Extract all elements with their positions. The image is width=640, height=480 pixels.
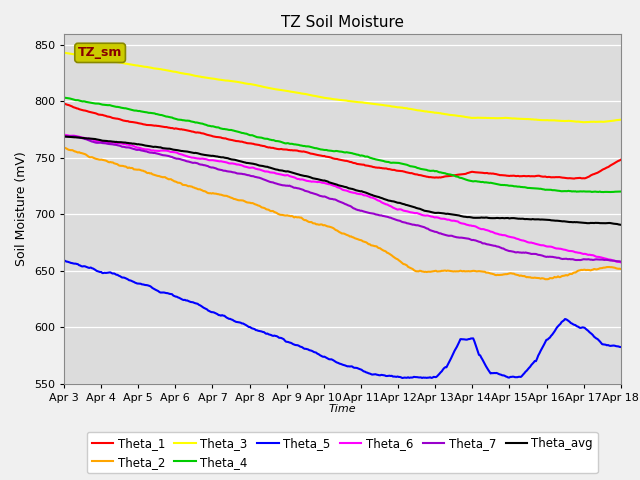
Theta_4 [600,189,607,195]
Theta_6 [372,196,380,202]
Theta_2 [399,260,406,266]
Theta_4 [566,188,573,194]
Line: Theta_1: Theta_1 [64,104,621,179]
Theta_4 [234,129,241,134]
Theta_5 [399,375,407,381]
Theta_4 [399,161,406,167]
X-axis label: Time: Time [328,405,356,414]
Theta_3 [469,115,477,121]
Theta_1 [60,101,68,107]
Theta_2 [469,268,477,274]
Theta_5 [617,344,625,350]
Line: Theta_6: Theta_6 [64,134,621,263]
Line: Theta_4: Theta_4 [64,97,621,192]
Theta_3 [295,90,303,96]
Theta_6 [295,176,303,182]
Theta_5 [372,372,380,377]
Line: Theta_2: Theta_2 [64,147,621,279]
Theta_avg [60,133,68,139]
Theta_avg [295,172,303,178]
Theta_5 [567,320,575,326]
Theta_avg [234,157,241,163]
Theta_7 [399,219,407,225]
Theta_7 [373,212,381,217]
Theta_4 [60,95,68,100]
Theta_2 [60,144,68,150]
Theta_6 [399,207,406,213]
Theta_6 [566,248,573,254]
Theta_1 [566,175,573,181]
Theta_2 [617,266,625,272]
Theta_3 [399,105,406,110]
Y-axis label: Soil Moisture (mV): Soil Moisture (mV) [15,151,28,266]
Theta_4 [469,179,477,184]
Line: Theta_7: Theta_7 [64,136,621,262]
Theta_5 [399,375,406,381]
Theta_6 [469,223,477,229]
Theta_7 [234,171,242,177]
Theta_3 [580,120,588,125]
Theta_7 [296,186,304,192]
Theta_1 [399,168,406,174]
Legend: Theta_1, Theta_2, Theta_3, Theta_4, Theta_5, Theta_6, Theta_7, Theta_avg: Theta_1, Theta_2, Theta_3, Theta_4, Thet… [87,432,598,473]
Theta_avg [566,219,573,225]
Theta_3 [60,50,68,56]
Theta_1 [295,148,303,154]
Theta_2 [541,276,549,282]
Theta_2 [372,243,380,249]
Theta_2 [567,271,575,277]
Theta_avg [617,222,625,228]
Theta_1 [372,165,380,170]
Theta_6 [617,260,625,265]
Line: Theta_3: Theta_3 [64,53,621,122]
Theta_5 [470,338,478,344]
Theta_5 [234,319,241,325]
Theta_3 [617,117,625,122]
Theta_2 [295,215,303,220]
Line: Theta_avg: Theta_avg [64,136,621,225]
Theta_7 [617,259,625,264]
Theta_4 [372,156,380,162]
Theta_6 [234,162,241,168]
Theta_1 [617,157,625,163]
Theta_7 [470,237,478,243]
Theta_6 [60,132,68,137]
Theta_4 [617,189,625,194]
Theta_3 [372,101,380,107]
Theta_avg [372,193,380,199]
Theta_4 [295,142,303,148]
Theta_1 [234,138,241,144]
Theta_7 [567,256,575,262]
Theta_1 [570,176,578,181]
Theta_5 [60,258,68,264]
Theta_2 [234,197,241,203]
Theta_avg [469,215,477,221]
Theta_3 [234,79,241,85]
Theta_avg [399,201,406,207]
Theta_1 [469,169,477,175]
Theta_7 [70,133,77,139]
Theta_5 [295,343,303,348]
Title: TZ Soil Moisture: TZ Soil Moisture [281,15,404,30]
Theta_7 [60,133,68,139]
Text: TZ_sm: TZ_sm [78,47,122,60]
Theta_3 [566,118,573,124]
Line: Theta_5: Theta_5 [64,261,621,378]
